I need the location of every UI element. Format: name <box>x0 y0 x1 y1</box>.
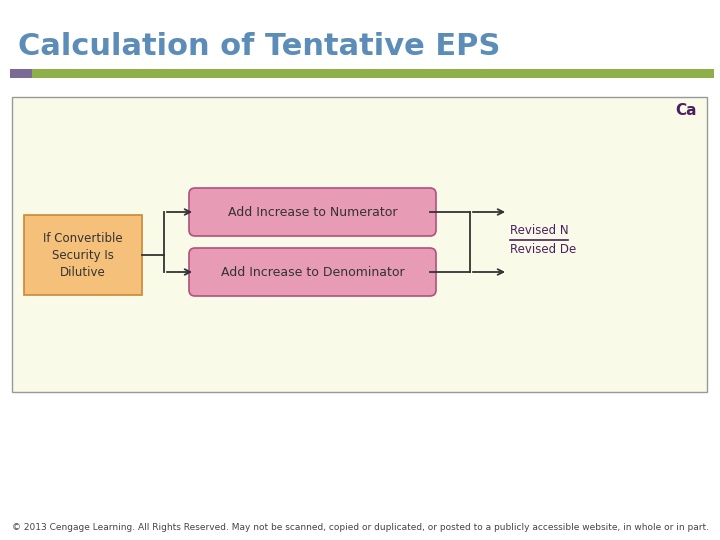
FancyBboxPatch shape <box>24 215 142 295</box>
Text: © 2013 Cengage Learning. All Rights Reserved. May not be scanned, copied or dupl: © 2013 Cengage Learning. All Rights Rese… <box>12 523 708 532</box>
FancyBboxPatch shape <box>189 248 436 296</box>
Text: Revised N: Revised N <box>510 224 569 237</box>
Text: Add Increase to Numerator: Add Increase to Numerator <box>228 206 397 219</box>
Text: Calculation of Tentative EPS: Calculation of Tentative EPS <box>18 32 500 61</box>
FancyBboxPatch shape <box>32 69 714 78</box>
Text: Add Increase to Denominator: Add Increase to Denominator <box>221 266 405 279</box>
Text: If Convertible
Security Is
Dilutive: If Convertible Security Is Dilutive <box>43 232 123 279</box>
Text: Revised De: Revised De <box>510 243 576 256</box>
Text: Ca: Ca <box>675 103 697 118</box>
FancyBboxPatch shape <box>189 188 436 236</box>
FancyBboxPatch shape <box>10 69 32 78</box>
FancyBboxPatch shape <box>12 97 707 392</box>
